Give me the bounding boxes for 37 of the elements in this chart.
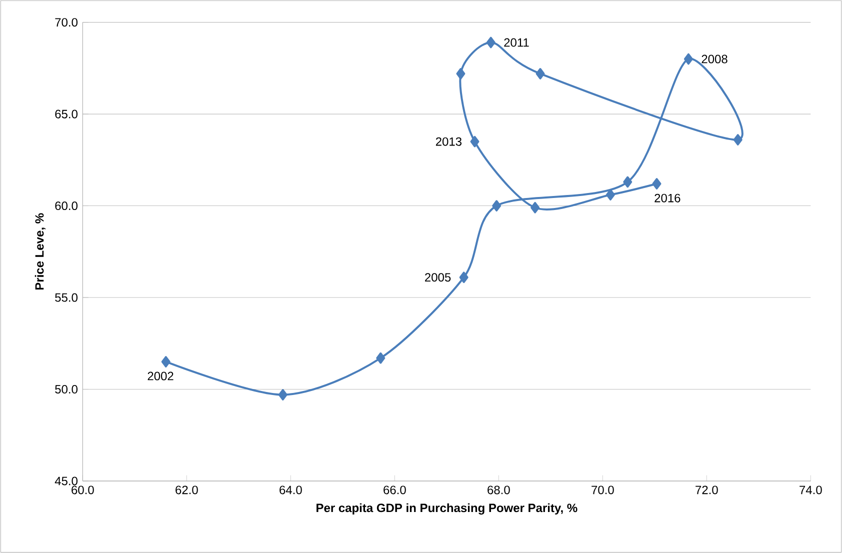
point (456, 68, 466, 80)
x-tick-label: 66.0 (384, 486, 406, 494)
x-axis-title: Per capita GDP in Purchasing Power Parity, % (316, 503, 578, 515)
point (470, 136, 480, 148)
x-tick-label: 62.0 (176, 486, 198, 494)
point (652, 178, 662, 190)
annotation: 2013 (436, 137, 462, 146)
y-tick-label: 45.0 (54, 476, 78, 486)
y-tick-label: 60.0 (55, 202, 78, 210)
point (376, 352, 386, 364)
point (623, 176, 632, 188)
annotation: 2011 (504, 38, 529, 47)
annotation: 2016 (654, 194, 680, 202)
point (459, 272, 468, 284)
annotation: 2005 (425, 273, 451, 282)
point (278, 389, 288, 400)
point (684, 53, 693, 65)
y-axis-title: Price Leve, % (34, 213, 46, 290)
point (606, 189, 615, 200)
x-tick-label: 70.0 (592, 486, 614, 494)
y-tick-label: 70.0 (55, 18, 78, 27)
x-tick-label: 60.0 (72, 486, 94, 494)
annotation: 2008 (702, 54, 728, 64)
point (733, 134, 742, 146)
point (161, 356, 170, 368)
x-tick-label: 68.0 (488, 486, 510, 494)
x-tick-label: 74.0 (800, 486, 822, 494)
point (492, 200, 502, 212)
point (486, 36, 496, 48)
point (530, 202, 540, 214)
x-tick-label: 64.0 (280, 486, 302, 494)
annotation: 2002 (148, 372, 174, 380)
point (536, 68, 545, 80)
x-tick-label: 72.0 (696, 486, 718, 494)
y-tick-label: 65.0 (55, 110, 78, 118)
y-tick-label: 55.0 (55, 293, 78, 302)
y-tick-label: 50.0 (55, 385, 78, 394)
